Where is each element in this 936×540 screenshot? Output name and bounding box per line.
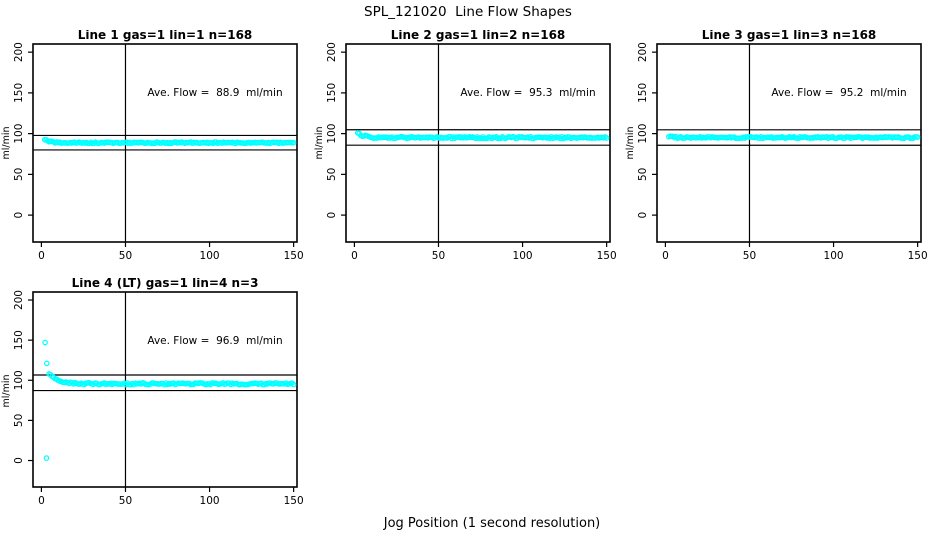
x-tick-label: 0 bbox=[351, 250, 358, 262]
plot-border bbox=[32, 43, 298, 243]
x-axis-ticks: 0 50 100 150 bbox=[38, 242, 304, 262]
y-tick-label: 0 bbox=[326, 212, 338, 219]
plot-border bbox=[345, 43, 611, 243]
data-points bbox=[665, 133, 921, 142]
panel-line-2: Line 2 gas=1 lin=2 n=168 0 50 100 150 0 50 100… bbox=[313, 28, 625, 280]
y-tick-label: 50 bbox=[13, 168, 25, 181]
y-tick-label: 0 bbox=[13, 457, 25, 464]
line-2-plot: Line 2 gas=1 lin=2 n=168 0 50 100 150 0 50 100… bbox=[314, 28, 617, 262]
y-tick-label: 0 bbox=[13, 212, 25, 219]
x-tick-label: 0 bbox=[38, 250, 45, 262]
data-point bbox=[290, 139, 297, 146]
panel-line-3: Line 3 gas=1 lin=3 n=168 0 50 100 150 0 50 100… bbox=[624, 28, 936, 280]
panel-title: Line 1 gas=1 lin=1 n=168 bbox=[78, 30, 253, 42]
y-tick-label: 150 bbox=[326, 83, 338, 103]
x-tick-label: 150 bbox=[284, 495, 304, 507]
x-tick-label: 100 bbox=[200, 250, 220, 262]
x-axis-ticks: 0 50 100 150 bbox=[662, 242, 928, 262]
plot-area: 0 50 100 150 0 50 100 150 200 bbox=[637, 42, 928, 262]
y-axis-ticks: 0 50 100 150 200 bbox=[13, 42, 33, 218]
plot-area: 0 50 100 150 0 50 100 150 200 bbox=[326, 42, 617, 262]
panel-title: Line 3 gas=1 lin=3 n=168 bbox=[702, 30, 877, 42]
line-1-plot: Line 1 gas=1 lin=1 n=168 0 50 100 150 0 50 100… bbox=[1, 28, 304, 262]
outlier-point bbox=[43, 455, 50, 461]
y-tick-label: 50 bbox=[326, 168, 338, 181]
y-axis-label: ml/min bbox=[1, 126, 12, 159]
y-tick-label: 200 bbox=[326, 42, 338, 62]
panel-title: Line 2 gas=1 lin=2 n=168 bbox=[391, 30, 566, 42]
line-3-plot: Line 3 gas=1 lin=3 n=168 0 50 100 150 0 50 100… bbox=[625, 28, 928, 262]
data-points bbox=[41, 136, 297, 147]
x-tick-label: 150 bbox=[284, 250, 304, 262]
plot-border bbox=[656, 43, 922, 243]
y-axis-ticks: 0 50 100 150 200 bbox=[637, 42, 657, 218]
x-tick-label: 0 bbox=[662, 250, 669, 262]
y-tick-label: 150 bbox=[637, 83, 649, 103]
x-tick-label: 100 bbox=[824, 250, 844, 262]
figure-title: SPL_121020 Line Flow Shapes bbox=[364, 4, 572, 20]
data-points bbox=[354, 130, 610, 142]
data-point bbox=[914, 134, 921, 140]
plot-area: 0 50 100 150 0 50 100 150 200 bbox=[13, 290, 304, 507]
y-tick-label: 100 bbox=[637, 124, 649, 144]
ave-flow-annotation: Ave. Flow = 96.9 ml/min bbox=[147, 335, 282, 347]
panel-line-4: Line 4 (LT) gas=1 lin=4 n=3 0 50 100 150 0 50… bbox=[0, 276, 312, 528]
y-tick-label: 150 bbox=[13, 83, 25, 103]
outlier-point bbox=[43, 360, 50, 367]
x-tick-label: 50 bbox=[119, 250, 132, 262]
x-tick-label: 100 bbox=[200, 495, 220, 507]
x-tick-label: 50 bbox=[432, 250, 445, 262]
x-tick-label: 50 bbox=[119, 495, 132, 507]
y-tick-label: 200 bbox=[13, 42, 25, 62]
ave-flow-annotation: Ave. Flow = 88.9 ml/min bbox=[147, 87, 282, 99]
y-axis-label: ml/min bbox=[1, 374, 12, 407]
y-axis-ticks: 0 50 100 150 200 bbox=[326, 42, 346, 218]
x-tick-label: 150 bbox=[908, 250, 928, 262]
ave-flow-annotation: Ave. Flow = 95.2 ml/min bbox=[771, 87, 906, 99]
y-axis-label: ml/min bbox=[625, 126, 636, 159]
plot-border bbox=[32, 291, 298, 488]
outlier-point bbox=[42, 339, 48, 346]
x-axis-ticks: 0 50 100 150 bbox=[38, 487, 304, 507]
x-tick-label: 50 bbox=[743, 250, 756, 262]
y-tick-label: 200 bbox=[637, 42, 649, 62]
y-tick-label: 50 bbox=[13, 414, 25, 427]
data-points bbox=[42, 339, 297, 461]
y-tick-label: 100 bbox=[326, 124, 338, 144]
panel-title: Line 4 (LT) gas=1 lin=4 n=3 bbox=[72, 278, 259, 290]
ave-flow-annotation: Ave. Flow = 95.3 ml/min bbox=[460, 87, 595, 99]
data-point bbox=[290, 381, 297, 388]
x-tick-label: 100 bbox=[513, 250, 533, 262]
x-axis-global-label: Jog Position (1 second resolution) bbox=[383, 516, 601, 531]
line-4-plot: Line 4 (LT) gas=1 lin=4 n=3 0 50 100 150 0 50… bbox=[1, 276, 304, 507]
y-tick-label: 0 bbox=[637, 212, 649, 219]
y-axis-ticks: 0 50 100 150 200 bbox=[13, 290, 33, 464]
plot-area: 0 50 100 150 0 50 100 150 200 bbox=[13, 42, 304, 262]
x-axis-ticks: 0 50 100 150 bbox=[351, 242, 617, 262]
y-tick-label: 100 bbox=[13, 370, 25, 390]
y-tick-label: 100 bbox=[13, 124, 25, 144]
x-tick-label: 150 bbox=[597, 250, 617, 262]
data-point bbox=[603, 135, 610, 141]
y-tick-label: 200 bbox=[13, 290, 25, 310]
panel-line-1: Line 1 gas=1 lin=1 n=168 0 50 100 150 0 50 100… bbox=[0, 28, 312, 280]
y-tick-label: 50 bbox=[637, 168, 649, 181]
y-tick-label: 150 bbox=[13, 330, 25, 350]
x-tick-label: 0 bbox=[38, 495, 45, 507]
y-axis-label: ml/min bbox=[314, 126, 325, 159]
